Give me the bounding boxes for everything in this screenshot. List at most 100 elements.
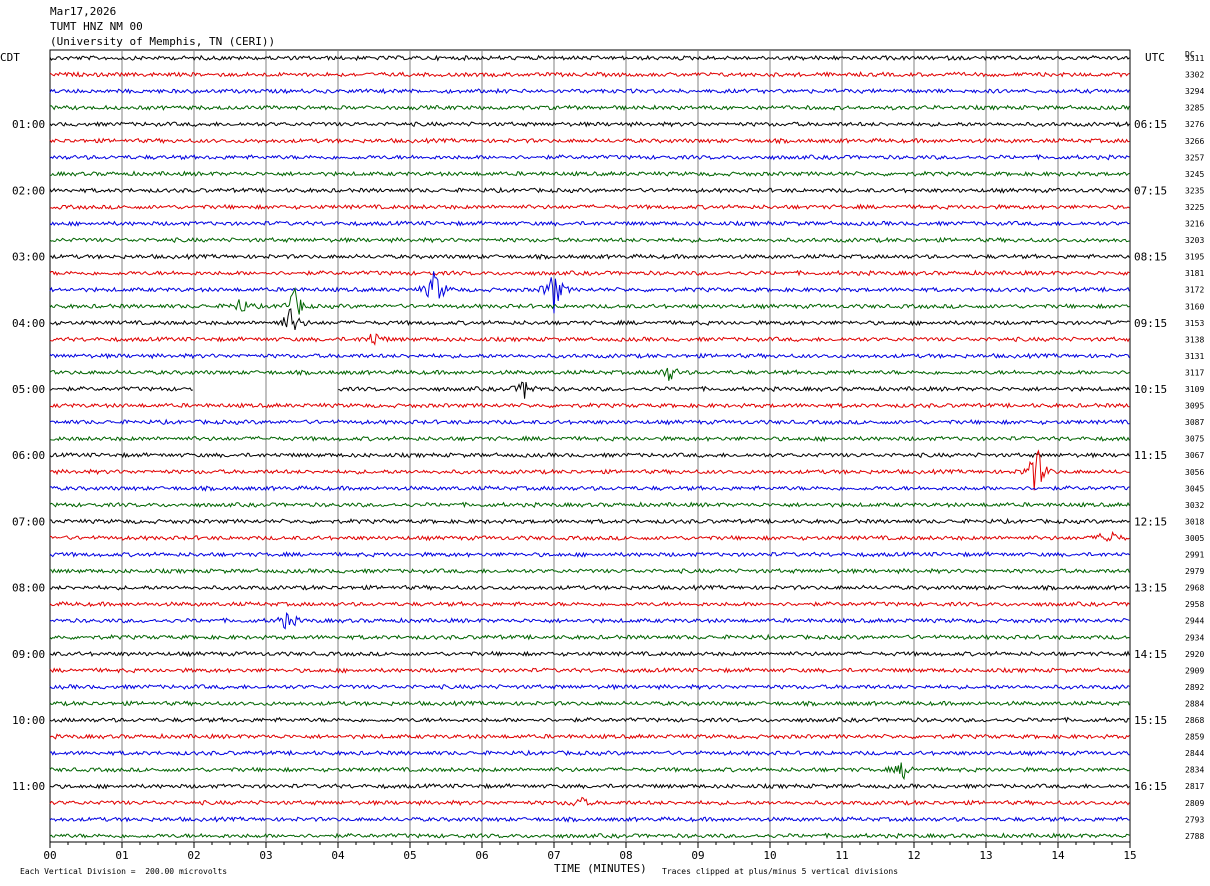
dc-offset-label: 2809 [1185,799,1204,808]
x-tick-label: 05 [403,849,416,862]
x-tick-label: 08 [619,849,632,862]
seismic-trace [49,170,1130,177]
seismic-trace [49,667,1130,674]
dc-offset-label: 2868 [1185,716,1204,725]
seismic-trace [49,501,1130,509]
dc-offset-label: 2793 [1185,815,1204,824]
seismic-trace [49,269,1130,277]
dc-header-label: DC [1185,50,1195,59]
right-hour-label: 12:15 [1134,515,1167,528]
x-tick-label: 07 [547,849,560,862]
dc-offset-label: 3302 [1185,71,1204,80]
seismic-trace [49,121,1130,128]
seismic-trace [49,87,1130,95]
station-name: TUMT HNZ NM 00 [50,20,143,33]
chart-date: Mar17,2026 [50,5,117,18]
dc-offset-label: 2944 [1185,617,1204,626]
seismic-trace [49,402,1130,409]
left-hour-label: 04:00 [12,317,45,330]
x-tick-label: 02 [187,849,200,862]
dc-offset-label: 3018 [1185,517,1204,526]
dc-offset-label: 3195 [1185,253,1204,262]
x-tick-label: 10 [763,849,776,862]
dc-offset-label: 3160 [1185,302,1204,311]
right-hour-label: 07:15 [1134,184,1167,197]
seismic-trace [49,732,1130,740]
seismic-trace [49,154,1130,161]
seismic-trace [49,551,1130,558]
right-hour-label: 06:15 [1134,118,1167,131]
dc-offset-label: 3045 [1185,484,1204,493]
x-tick-label: 09 [691,849,704,862]
dc-offset-label: 3266 [1185,137,1204,146]
seismic-trace [49,650,1130,658]
dc-offset-label: 3203 [1185,236,1204,245]
seismic-trace [49,600,1130,608]
dc-offset-label: 3153 [1185,319,1204,328]
x-tick-label: 01 [115,849,128,862]
right-timezone-label: UTC [1145,51,1165,64]
seismic-trace [49,220,1130,227]
seismic-trace [49,186,1130,194]
dc-offset-label: 3257 [1185,153,1204,162]
dc-offset-label: 2788 [1185,832,1204,841]
seismic-trace [49,308,1130,331]
seismic-trace [49,796,1130,807]
right-hour-label: 13:15 [1134,582,1167,595]
seismic-trace [49,700,1130,708]
seismic-trace [49,762,1130,781]
right-hour-label: 09:15 [1134,317,1167,330]
dc-offset-label: 3225 [1185,203,1204,212]
dc-offset-label: 3181 [1185,269,1204,278]
left-timezone-label: CDT [0,51,20,64]
dc-offset-label: 2991 [1185,551,1204,560]
right-hour-label: 16:15 [1134,780,1167,793]
dc-offset-label: 3311 [1185,54,1204,63]
left-hour-label: 10:00 [12,714,45,727]
seismic-trace [49,782,1130,790]
dc-offset-label: 2920 [1185,650,1204,659]
x-tick-label: 12 [907,849,920,862]
x-tick-label: 06 [475,849,488,862]
seismic-trace [49,367,1130,381]
dc-offset-label: 2934 [1185,633,1204,642]
plot-frame [49,49,1131,843]
clip-note: Traces clipped at plus/minus 5 vertical … [662,867,899,876]
left-hour-label: 07:00 [12,515,45,528]
dc-offset-label: 2859 [1185,733,1204,742]
dc-offset-label: 3032 [1185,501,1204,510]
dc-offset-label: 3216 [1185,220,1204,229]
seismic-trace [49,203,1130,211]
seismic-trace [50,517,1130,525]
seismic-trace [49,137,1130,145]
dc-offset-label: 3245 [1185,170,1204,179]
x-tick-label: 11 [835,849,848,862]
dc-offset-label: 3172 [1185,286,1204,295]
seismic-trace [49,435,1130,443]
x-tick-label: 13 [979,849,992,862]
institution-name: (University of Memphis, TN (CERI)) [50,35,276,48]
x-tick-label: 03 [259,849,272,862]
dc-offset-label: 3067 [1185,451,1204,460]
left-hour-label: 05:00 [12,383,45,396]
x-axis-title: TIME (MINUTES) [554,862,647,875]
dc-offset-label: 3131 [1185,352,1204,361]
seismic-trace [49,71,1130,78]
seismic-trace [49,381,1130,399]
seismic-trace [49,816,1130,823]
dc-offset-label: 3276 [1185,120,1204,129]
left-hour-label: 09:00 [12,648,45,661]
dc-offset-label: 2968 [1185,584,1204,593]
seismic-trace [49,451,1130,459]
left-hour-label: 08:00 [12,582,45,595]
x-tick-label: 14 [1051,849,1065,862]
seismic-trace [49,253,1130,261]
x-tick-label: 00 [43,849,56,862]
dc-offset-label: 2884 [1185,699,1204,708]
seismic-trace [49,832,1130,840]
x-tick-label: 15 [1123,849,1136,862]
dc-offset-label: 3087 [1185,418,1204,427]
seismic-trace [49,449,1130,491]
right-hour-label: 10:15 [1134,383,1167,396]
